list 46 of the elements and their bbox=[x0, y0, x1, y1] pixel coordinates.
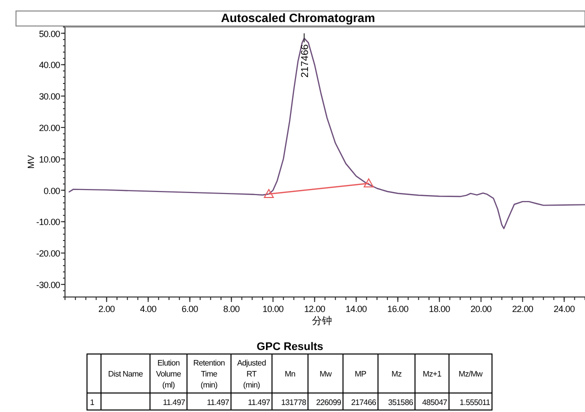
text: 351586 bbox=[388, 398, 414, 407]
x-tick-label: 14.00 bbox=[346, 304, 367, 314]
y-tick-label: 0.00 bbox=[44, 186, 60, 196]
annotation: 217466 bbox=[300, 44, 312, 78]
x-tick-label: 12.00 bbox=[304, 304, 326, 314]
x-tick-label: 18.00 bbox=[428, 304, 450, 314]
text: 485047 bbox=[422, 398, 448, 407]
x-tick-label: 16.00 bbox=[387, 304, 409, 314]
y-tick-label: 50.00 bbox=[38, 28, 60, 39]
text: 217466 bbox=[351, 398, 377, 407]
text: Mw bbox=[320, 370, 332, 378]
text: Mz+1 bbox=[422, 370, 442, 378]
chart-title: Autoscaled Chromatogram bbox=[220, 11, 376, 25]
text: Mn bbox=[284, 370, 296, 378]
y-tick-label: 20.00 bbox=[38, 122, 60, 133]
text: Adjusted RT (min) bbox=[237, 358, 266, 390]
y-tick-label: 30.00 bbox=[38, 92, 60, 102]
text: Mz bbox=[391, 370, 402, 378]
text: Dist Name bbox=[108, 370, 144, 378]
y-tick-label: -30.00 bbox=[36, 280, 60, 290]
text: 131778 bbox=[281, 398, 307, 407]
text: MP bbox=[354, 370, 366, 378]
y-tick-label: -20.00 bbox=[36, 248, 60, 259]
x-tick-label: 20.00 bbox=[470, 304, 492, 314]
x-tick-label: 24.00 bbox=[554, 304, 575, 314]
text: Elution Volume (ml) bbox=[156, 358, 182, 390]
text: 11.497 bbox=[248, 398, 271, 407]
x-tick-label: 8.00 bbox=[223, 304, 240, 314]
text: 1 bbox=[90, 398, 95, 407]
text: 226099 bbox=[316, 398, 342, 407]
x-axis-title: 分钟 bbox=[312, 315, 332, 327]
text: 1.555011 bbox=[460, 398, 491, 407]
text: Mz/Mw bbox=[458, 370, 483, 378]
y-tick-label: -10.00 bbox=[36, 217, 60, 228]
y-tick-label: 40.00 bbox=[38, 60, 60, 70]
y-tick-label: 10.00 bbox=[38, 154, 60, 164]
x-tick-label: 6.00 bbox=[182, 304, 198, 314]
x-tick-label: 2.00 bbox=[98, 304, 116, 314]
text: GPC Results bbox=[256, 341, 324, 353]
x-tick-label: 4.00 bbox=[140, 304, 157, 314]
y-axis-title: MV bbox=[26, 155, 36, 169]
x-tick-label: 10.00 bbox=[262, 304, 284, 314]
text: 11.497 bbox=[162, 398, 186, 407]
x-tick-label: 22.00 bbox=[512, 304, 534, 314]
text: Retention Time (min) bbox=[193, 358, 225, 390]
text: 11.497 bbox=[206, 398, 230, 407]
